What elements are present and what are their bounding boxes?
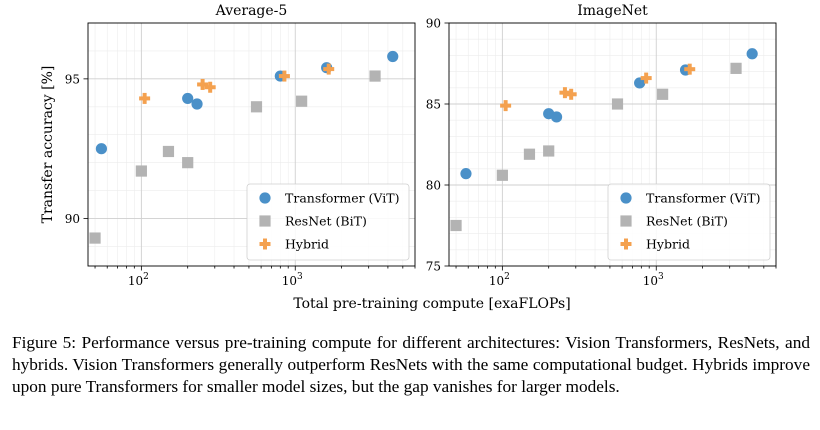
bit-point bbox=[657, 88, 669, 100]
hybrid-point bbox=[259, 238, 271, 250]
bit-point bbox=[296, 95, 308, 107]
hybrid-point-vbar bbox=[208, 81, 213, 93]
vit-point bbox=[182, 92, 194, 105]
panel-title: ImageNet bbox=[577, 3, 648, 19]
x-tick-label: 102 bbox=[128, 272, 149, 288]
bit-point bbox=[523, 148, 536, 160]
hybrid-point bbox=[323, 63, 335, 75]
bit-point bbox=[250, 101, 263, 113]
hybrid-point-vbar bbox=[687, 63, 692, 75]
bit-point bbox=[259, 215, 271, 227]
vit-point bbox=[387, 50, 399, 63]
vit-point bbox=[620, 192, 632, 204]
hybrid-point bbox=[204, 81, 216, 93]
vit-point bbox=[460, 168, 472, 180]
hybrid-point-vbar bbox=[644, 72, 649, 84]
vit-point bbox=[95, 143, 108, 155]
hybrid-point bbox=[278, 70, 290, 82]
legend-label: Hybrid bbox=[646, 237, 690, 252]
series-square bbox=[450, 62, 742, 232]
bit-point bbox=[620, 215, 632, 227]
vit-point bbox=[259, 192, 271, 204]
x-tick-label: 102 bbox=[489, 272, 510, 288]
hybrid-point-vbar bbox=[624, 238, 628, 250]
bit-point bbox=[162, 145, 175, 158]
hybrid-point bbox=[620, 238, 632, 250]
x-tick-label: 103 bbox=[282, 272, 303, 288]
bit-point bbox=[369, 70, 381, 82]
legend: Transformer (ViT) ResNet (BiT) Hybrid bbox=[246, 183, 410, 261]
hybrid-point-vbar bbox=[282, 70, 287, 82]
series-square bbox=[89, 70, 381, 244]
legend: Transformer (ViT) ResNet (BiT) Hybrid bbox=[607, 183, 771, 261]
legend-label: ResNet (BiT) bbox=[285, 214, 367, 229]
legend-box bbox=[246, 183, 410, 261]
hybrid-point-vbar bbox=[569, 88, 574, 100]
bit-point bbox=[182, 157, 194, 169]
bit-point bbox=[611, 98, 624, 110]
bit-point bbox=[450, 219, 462, 232]
bit-point bbox=[543, 145, 555, 157]
bit-point bbox=[89, 232, 101, 244]
y-axis-label: Transfer accuracy [%] bbox=[40, 66, 56, 224]
hybrid-point bbox=[640, 72, 652, 84]
legend-label: Transformer (ViT) bbox=[285, 191, 399, 206]
series-circle bbox=[460, 48, 758, 180]
legend-box bbox=[607, 183, 771, 261]
vit-point bbox=[191, 98, 203, 110]
series-plus bbox=[500, 63, 696, 112]
hybrid-point-vbar bbox=[142, 92, 147, 104]
plot-frame bbox=[448, 22, 777, 267]
bit-point bbox=[135, 165, 147, 177]
hybrid-point bbox=[500, 100, 512, 112]
hybrid-point bbox=[559, 87, 571, 99]
y-tick-label: 90 bbox=[65, 212, 80, 226]
figure: 102 103 90 95 Average-5 Transfer accuracy [%]… bbox=[40, 3, 777, 312]
panel-title: Average-5 bbox=[215, 3, 288, 19]
y-tick-label: 80 bbox=[426, 179, 441, 193]
hybrid-point bbox=[684, 63, 696, 75]
hybrid-point-vbar bbox=[326, 63, 331, 75]
vit-point bbox=[634, 77, 646, 89]
hybrid-point bbox=[565, 88, 577, 100]
bit-point bbox=[730, 62, 742, 74]
legend-label: ResNet (BiT) bbox=[646, 214, 728, 229]
hybrid-point-vbar bbox=[200, 78, 205, 90]
bit-point bbox=[496, 169, 508, 181]
series-plus bbox=[139, 63, 335, 104]
vit-point bbox=[550, 111, 563, 123]
y-tick-label: 75 bbox=[426, 260, 441, 274]
legend-label: Transformer (ViT) bbox=[646, 191, 760, 206]
imagenet-panel: 102 103 75 80 85 90 ImageNet Transformer (ViT) R… bbox=[426, 3, 777, 288]
hybrid-point bbox=[197, 78, 209, 90]
y-tick-label: 90 bbox=[426, 17, 441, 31]
figure-caption: Figure 5: Performance versus pre-trainin… bbox=[12, 333, 810, 396]
hybrid-point-vbar bbox=[562, 87, 567, 99]
hybrid-point bbox=[139, 92, 151, 104]
x-axis-label: Total pre-training compute [exaFLOPs] bbox=[293, 296, 570, 312]
vit-point bbox=[746, 48, 758, 60]
hybrid-point-vbar bbox=[263, 238, 267, 250]
x-tick-label: 103 bbox=[643, 272, 664, 288]
plot-frame bbox=[87, 22, 416, 267]
legend-label: Hybrid bbox=[285, 237, 329, 252]
avg5-panel: 102 103 90 95 Average-5 Transfer accuracy [%]… bbox=[40, 3, 416, 288]
y-tick-label: 85 bbox=[426, 98, 441, 112]
y-tick-label: 95 bbox=[65, 72, 80, 86]
hybrid-point-vbar bbox=[503, 100, 508, 112]
